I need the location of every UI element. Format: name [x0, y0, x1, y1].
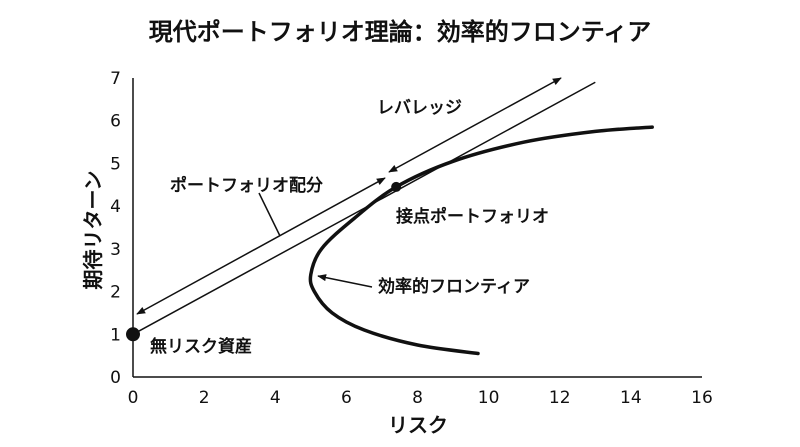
y-tick-labels: 0 1 2 3 4 5 6 7: [110, 69, 121, 388]
x-axis-label: リスク: [388, 413, 448, 437]
y-axis-label: 期待リターン: [81, 171, 105, 290]
label-risk-free-asset: 無リスク資産: [150, 336, 252, 357]
efficient-frontier-curve: [308, 125, 654, 356]
label-tangency-portfolio: 接点ポートフォリオ: [396, 206, 549, 227]
y-tick-label: 6: [110, 112, 121, 132]
y-tick-label: 0: [110, 368, 121, 388]
chart-title: 現代ポートフォリオ理論：効率的フロンティア: [149, 18, 652, 46]
x-tick-label: 2: [199, 388, 210, 408]
risk-free-asset-point: [126, 327, 140, 342]
annotation-frontier: 効率的フロンティア: [378, 276, 530, 297]
series-layer: [132, 81, 654, 356]
frontier-arrow: [317, 274, 373, 288]
allocation-arrow: [136, 177, 386, 315]
y-tick-label: 3: [110, 240, 121, 260]
points-layer: [126, 181, 402, 342]
x-tick-label: 4: [270, 388, 281, 408]
y-tick-label: 4: [110, 197, 121, 217]
allocation-leader-line: [258, 192, 281, 237]
leverage-arrow: [388, 77, 562, 173]
annotation-leverage: レバレッジ: [377, 98, 462, 118]
tangency-portfolio-point: [391, 181, 402, 192]
y-tick-label: 1: [110, 325, 121, 345]
x-tick-labels: 0 2 4 6 8 10 12 14 16: [128, 388, 713, 408]
x-tick-label: 14: [620, 388, 642, 408]
y-tick-label: 2: [110, 283, 121, 303]
x-tick-label: 8: [412, 388, 423, 408]
x-tick-label: 16: [691, 388, 713, 408]
y-tick-label: 5: [110, 154, 121, 174]
x-tick-label: 12: [549, 388, 571, 408]
annotation-allocation: ポートフォリオ配分: [170, 175, 323, 196]
y-tick-label: 7: [110, 69, 121, 89]
x-tick-label: 0: [128, 388, 139, 408]
x-tick-label: 6: [341, 388, 352, 408]
x-tick-label: 10: [478, 388, 500, 408]
